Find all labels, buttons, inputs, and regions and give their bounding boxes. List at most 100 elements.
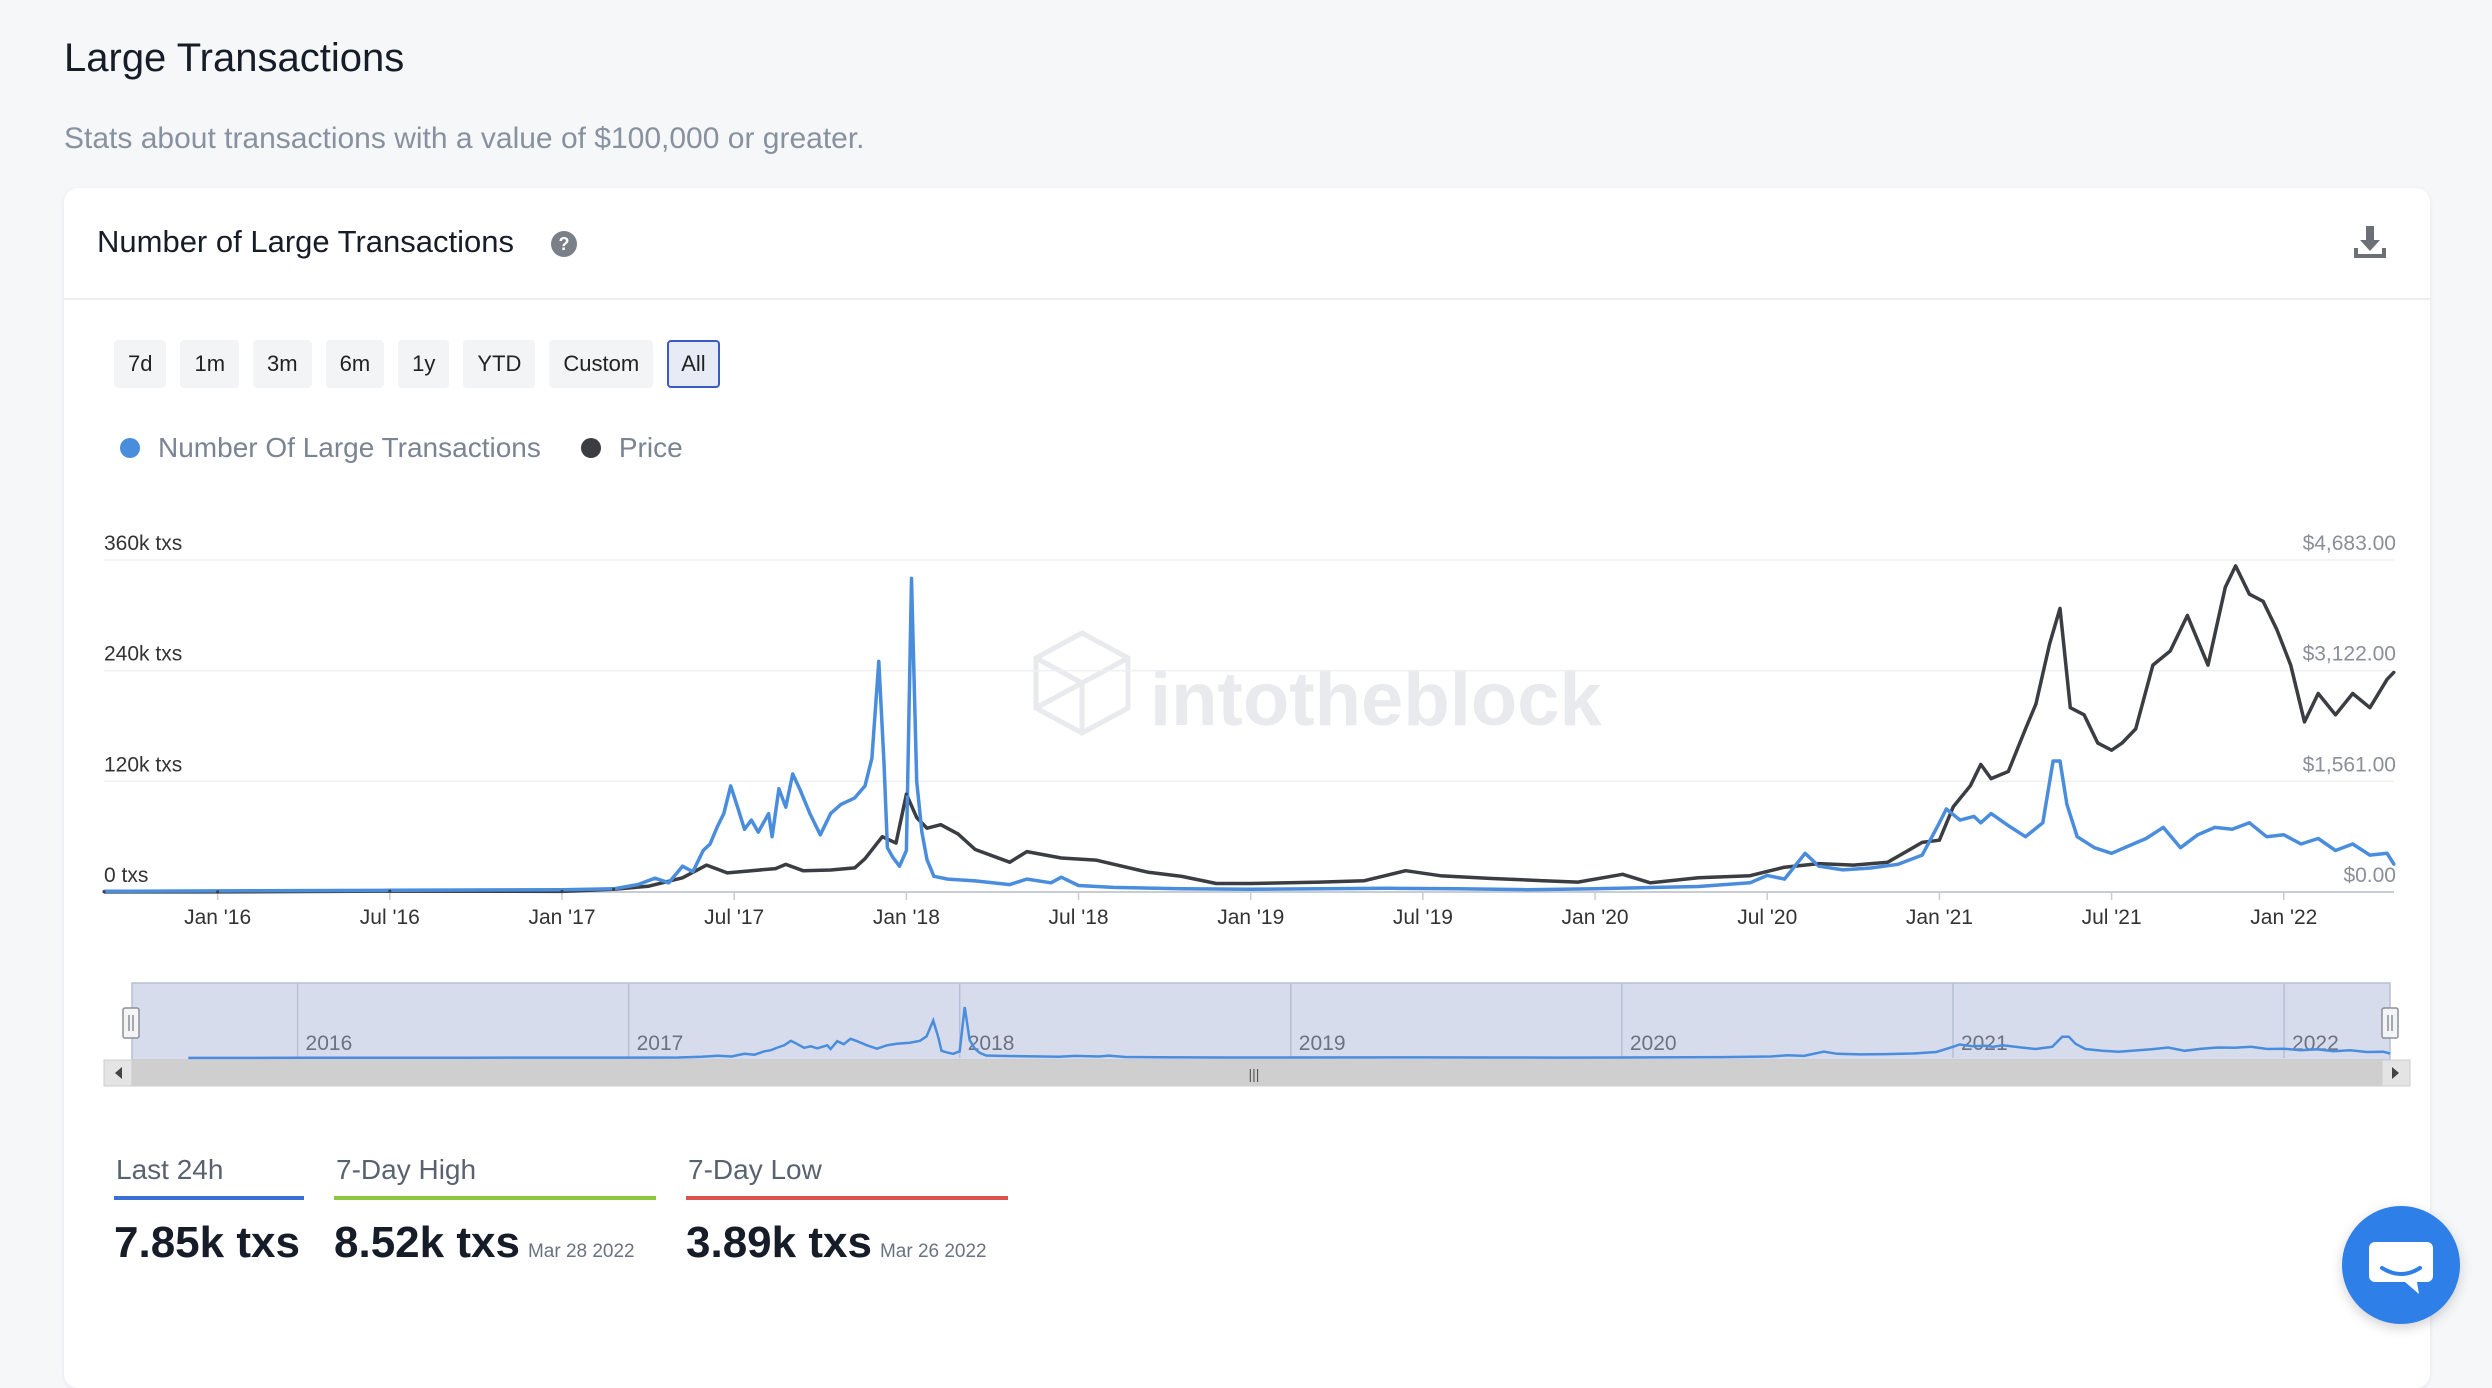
range-button-all[interactable]: All <box>667 340 720 388</box>
navigator-year-label: 2017 <box>637 1032 684 1055</box>
stat-underline-low <box>686 1196 1008 1200</box>
data-point-price <box>1362 879 1366 883</box>
stat-value: 7.85k txs <box>114 1218 300 1267</box>
data-point-transactions <box>715 825 719 829</box>
data-point-transactions <box>2051 759 2055 763</box>
data-point-transactions <box>1944 807 1948 811</box>
data-point-transactions <box>749 818 753 822</box>
data-point-transactions <box>2213 825 2217 829</box>
data-point-transactions <box>708 842 712 846</box>
range-navigator[interactable]: 2016 2017 2018 2019 2020 2021 2022 ||| <box>103 982 2411 1087</box>
legend-label-price: Price <box>618 432 683 463</box>
data-point-price <box>1059 856 1063 860</box>
range-button-7d[interactable]: 7d <box>114 340 167 388</box>
data-point-transactions <box>1008 883 1012 887</box>
data-point-transactions <box>1937 821 1941 825</box>
data-point-transactions <box>1920 853 1924 857</box>
data-point-transactions <box>2024 835 2028 839</box>
data-point-price <box>2185 614 2189 618</box>
stat-7-day-high: 7-Day High 8.52k txs Mar 28 2022 <box>334 1154 656 1268</box>
data-point-price <box>1249 881 1253 885</box>
help-icon[interactable]: ? <box>550 230 578 258</box>
data-point-transactions <box>798 787 802 791</box>
data-point-transactions <box>784 805 788 809</box>
data-point-transactions <box>863 784 867 788</box>
range-button-custom[interactable]: Custom <box>549 340 654 388</box>
data-point-price <box>1180 874 1184 878</box>
data-point-price <box>1404 869 1408 873</box>
data-point-price <box>2206 663 2210 667</box>
data-point-transactions <box>729 784 733 788</box>
data-point-price <box>725 871 729 875</box>
data-point-transactions <box>1593 887 1597 891</box>
data-point-transactions <box>946 877 950 881</box>
data-point-price <box>1621 872 1625 876</box>
download-icon[interactable] <box>2350 222 2390 262</box>
data-point-transactions <box>829 812 833 816</box>
data-point-price <box>1490 877 1494 881</box>
data-point-transactions <box>920 830 924 834</box>
range-button-1y[interactable]: 1y <box>398 340 450 388</box>
data-point-price <box>853 866 857 870</box>
data-point-transactions <box>932 874 936 878</box>
page-subtitle: Stats about transactions with a value of… <box>64 122 865 155</box>
data-point-transactions <box>2006 824 2010 828</box>
data-point-price <box>1025 850 1029 854</box>
data-point-price <box>1318 880 1322 884</box>
scrollbar-thumb[interactable] <box>132 1060 2390 1086</box>
stat-date: Mar 26 2022 <box>879 1241 987 1262</box>
data-point-price <box>2392 670 2396 674</box>
data-point-transactions <box>2230 827 2234 831</box>
data-point-transactions <box>736 805 740 809</box>
navigator-scrollbar[interactable]: ||| <box>103 1059 2411 1087</box>
x-tick-label: Jul '17 <box>704 906 764 929</box>
range-button-ytd[interactable]: YTD <box>463 340 536 388</box>
range-button-3m[interactable]: 3m <box>253 340 312 388</box>
data-point-price <box>2351 691 2355 695</box>
stat-date: Mar 28 2022 <box>527 1241 635 1262</box>
y-left-tick-label: 240k txs <box>104 643 182 666</box>
data-point-price <box>894 841 898 845</box>
data-point-price <box>2151 663 2155 667</box>
range-button-1m[interactable]: 1m <box>180 340 240 388</box>
chat-button[interactable] <box>2342 1206 2460 1324</box>
data-point-transactions <box>2075 835 2079 839</box>
data-point-price <box>749 869 753 873</box>
data-point-transactions <box>701 849 705 852</box>
range-selector: 7d 1m 3m 6m 1y YTD Custom All <box>114 340 720 388</box>
data-point-price <box>915 816 919 820</box>
data-point-transactions <box>756 830 760 834</box>
data-point-transactions <box>808 812 812 816</box>
data-point-transactions <box>653 876 657 880</box>
data-point-transactions <box>818 833 822 837</box>
data-point-price <box>2333 713 2337 717</box>
data-point-transactions <box>1989 812 1993 816</box>
stats-row: Last 24h 7.85k txs 7-Day High 8.52k txs … <box>114 1154 1008 1268</box>
data-point-transactions <box>1025 877 1029 881</box>
legend-item-transactions[interactable]: Number Of Large Transactions <box>120 432 541 464</box>
legend-item-price[interactable]: Price <box>580 432 683 464</box>
data-point-transactions <box>870 756 874 760</box>
y-right-tick-label: $0.00 <box>2343 864 2396 887</box>
data-point-price <box>2120 741 2124 745</box>
data-point-price <box>2082 713 2086 717</box>
data-point-price <box>560 889 564 893</box>
scroll-right-arrow-icon <box>2392 1067 2399 1079</box>
data-point-price <box>2223 585 2227 589</box>
data-point-price <box>2096 741 2100 745</box>
data-point-price <box>939 823 943 827</box>
data-point-price <box>2385 677 2389 681</box>
range-button-6m[interactable]: 6m <box>325 340 385 388</box>
x-tick-label: Jul '18 <box>1049 906 1109 929</box>
chart-svg: intotheblock 0 txs 120k txs 240k txs 360k t… <box>102 532 2411 1087</box>
legend-dot-price <box>580 438 601 458</box>
navigator-selection[interactable] <box>131 982 2391 1061</box>
data-point-price <box>1008 860 1012 864</box>
chat-icon <box>2369 1242 2433 1294</box>
navigator-left-handle[interactable] <box>122 1007 140 1039</box>
data-point-transactions <box>2065 802 2069 806</box>
data-point-price <box>956 832 960 836</box>
data-point-price <box>2048 642 2052 646</box>
card-title: Number of Large Transactions <box>97 224 514 259</box>
navigator-right-handle[interactable] <box>2381 1007 2399 1039</box>
